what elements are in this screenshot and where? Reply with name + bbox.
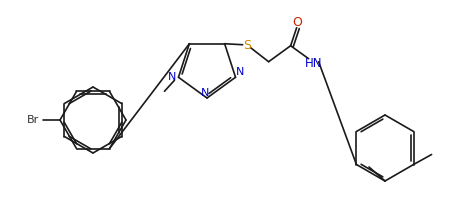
Text: S: S: [243, 39, 251, 52]
Text: O: O: [293, 16, 303, 29]
Text: HN: HN: [305, 57, 323, 70]
Text: N: N: [201, 88, 209, 98]
Text: N: N: [168, 72, 177, 82]
Text: N: N: [236, 67, 245, 77]
Text: Br: Br: [27, 115, 39, 125]
